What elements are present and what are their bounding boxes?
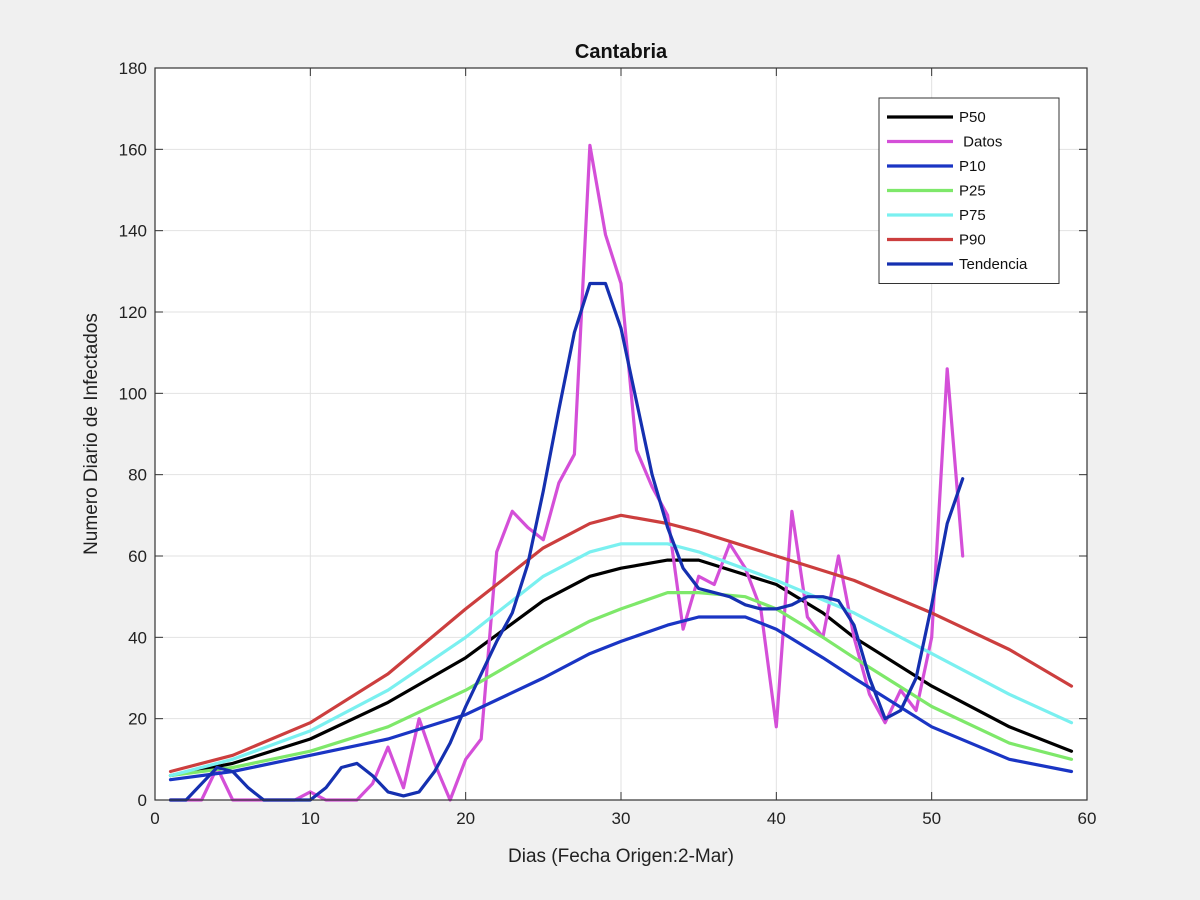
legend-label-tendencia: Tendencia (959, 256, 1028, 273)
chart-title: Cantabria (575, 41, 668, 63)
x-tick-label: 20 (456, 809, 475, 828)
y-axis-label: Numero Diario de Infectados (81, 313, 102, 555)
legend-label-datos: Datos (959, 134, 1002, 151)
x-axis-label: Dias (Fecha Origen:2-Mar) (508, 846, 734, 867)
y-tick-label: 140 (119, 222, 147, 241)
legend-label-p25: P25 (959, 183, 986, 200)
y-tick-label: 20 (128, 710, 147, 729)
series-line-p90 (168, 513, 1074, 774)
y-tick-label: 100 (119, 384, 147, 403)
legend-label-p10: P10 (959, 158, 986, 175)
x-tick-label: 10 (301, 809, 320, 828)
x-tick-label: 40 (767, 809, 786, 828)
y-tick-label: 80 (128, 466, 147, 485)
legend-label-p50: P50 (959, 109, 986, 126)
x-tick-label: 50 (922, 809, 941, 828)
series-line-datos (168, 143, 965, 802)
series-line-p50 (168, 558, 1074, 778)
series-line-p25 (168, 590, 1074, 778)
legend-label-p75: P75 (959, 207, 986, 224)
x-tick-label: 60 (1078, 809, 1097, 828)
y-tick-label: 0 (138, 791, 147, 810)
y-tick-label: 120 (119, 303, 147, 322)
ticks: 0 10 20 30 40 50 60 0 20 40 60 80 100 120 140 160 180 (119, 59, 1097, 828)
y-tick-label: 60 (128, 547, 147, 566)
y-tick-label: 180 (119, 59, 147, 78)
x-tick-label: 30 (612, 809, 631, 828)
series-layer (168, 143, 1074, 802)
legend: P50 Datos P10 P25 P75 P90 Tendencia (878, 97, 1060, 284)
series-line-p75 (168, 542, 1074, 778)
y-tick-label: 40 (128, 628, 147, 647)
series-line-p10 (168, 615, 1074, 782)
x-tick-label: 0 (150, 809, 159, 828)
legend-label-p90: P90 (959, 232, 986, 249)
y-tick-label: 160 (119, 140, 147, 159)
